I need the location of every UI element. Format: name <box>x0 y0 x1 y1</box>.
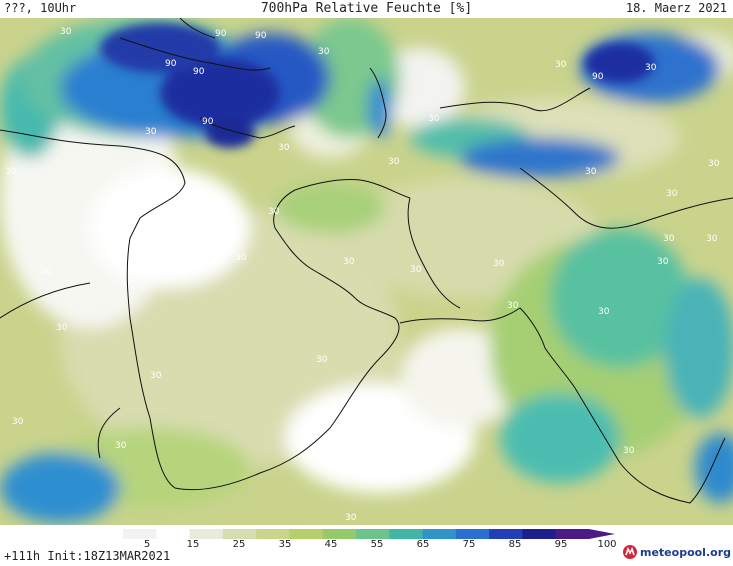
scale-tick: 100 <box>597 539 617 550</box>
color-scale-arrow <box>589 529 615 539</box>
map-value-label: 30 <box>145 127 157 137</box>
map-value-label: 30 <box>115 441 127 451</box>
map-value-label: 30 <box>268 207 280 217</box>
color-scale-swatch <box>489 529 523 539</box>
map-value-label: 30 <box>507 301 519 311</box>
map-value-label: 30 <box>585 167 597 177</box>
color-scale-swatch <box>455 529 490 539</box>
scale-tick: 65 <box>416 539 430 550</box>
meteopool-logo[interactable]: meteopool.org <box>622 544 731 560</box>
scale-tick: 25 <box>232 539 246 550</box>
scale-tick: 75 <box>462 539 476 550</box>
map-value-label: 90 <box>202 117 214 127</box>
color-scale-swatch <box>322 529 357 539</box>
forecast-day-label: ???, 10Uhr <box>4 1 77 15</box>
color-scale <box>123 529 615 539</box>
humidity-map-svg: 30 30 90 90 30 90 90 90 30 90 30 30 30 3… <box>0 18 733 525</box>
map-value-label: 30 <box>428 114 440 124</box>
map-value-label: 30 <box>663 234 675 244</box>
map-value-label: 30 <box>5 167 17 177</box>
color-scale-swatch <box>522 529 557 539</box>
scale-tick: 45 <box>324 539 338 550</box>
map-value-label: 30 <box>60 27 72 37</box>
color-scale-swatch <box>422 529 457 539</box>
color-scale-swatch <box>156 529 191 539</box>
map-value-label: 30 <box>316 355 328 365</box>
map-value-label: 30 <box>555 60 567 70</box>
map-value-label: 90 <box>592 72 604 82</box>
map-value-label: 90 <box>255 31 267 41</box>
map-value-label: 30 <box>388 157 400 167</box>
map-value-label: 30 <box>410 265 422 275</box>
humidity-core <box>100 23 655 148</box>
map-value-label: 30 <box>278 143 290 153</box>
map-value-label: 30 <box>657 257 669 267</box>
map-title: 700hPa Relative Feuchte [%] <box>260 1 473 16</box>
map-value-label: 30 <box>645 63 657 73</box>
map-value-label: 90 <box>215 29 227 39</box>
map-value-label: 30 <box>598 307 610 317</box>
scale-tick: 5 <box>143 539 151 550</box>
map-value-label: 30 <box>235 253 247 263</box>
init-timestamp: +111h Init:18Z13MAR2021 <box>4 549 171 563</box>
scale-tick: 15 <box>186 539 200 550</box>
value-labels: 30 30 90 90 30 90 90 90 30 90 30 30 30 3… <box>5 27 720 523</box>
map-value-label: 30 <box>623 446 635 456</box>
map-value-label: 30 <box>150 371 162 381</box>
scale-tick: 55 <box>370 539 384 550</box>
meteopool-logo-text: meteopool.org <box>640 545 731 559</box>
color-scale-swatch <box>389 529 424 539</box>
color-scale-swatch <box>289 529 324 539</box>
meteopool-logo-icon <box>623 545 637 559</box>
map-value-label: 30 <box>40 267 52 277</box>
map-value-label: 30 <box>318 47 330 57</box>
scale-tick: 85 <box>508 539 522 550</box>
map-value-label: 30 <box>345 513 357 523</box>
coastlines <box>0 18 733 504</box>
color-scale-swatch <box>555 529 590 539</box>
color-scale-swatch <box>356 529 390 539</box>
humidity-map: 30 30 90 90 30 90 90 90 30 90 30 30 30 3… <box>0 18 733 525</box>
color-scale-swatch <box>222 529 257 539</box>
map-value-label: 30 <box>666 189 678 199</box>
map-value-label: 30 <box>56 323 68 333</box>
map-value-label: 30 <box>706 234 718 244</box>
color-scale-swatch <box>256 529 290 539</box>
map-value-label: 30 <box>12 417 24 427</box>
map-value-label: 30 <box>493 259 505 269</box>
scale-tick: 35 <box>278 539 292 550</box>
header-bar: ???, 10Uhr 700hPa Relative Feuchte [%] 1… <box>0 0 733 18</box>
map-value-label: 90 <box>193 67 205 77</box>
map-value-label: 30 <box>343 257 355 267</box>
map-value-label: 30 <box>708 159 720 169</box>
legend-bar: 5 15 25 35 45 55 65 75 85 95 100 +111h I… <box>0 525 733 566</box>
map-value-label: 90 <box>165 59 177 69</box>
color-scale-swatch <box>189 529 224 539</box>
forecast-date: 18. Maerz 2021 <box>625 1 727 15</box>
scale-tick: 95 <box>554 539 568 550</box>
color-scale-swatch <box>123 529 157 539</box>
